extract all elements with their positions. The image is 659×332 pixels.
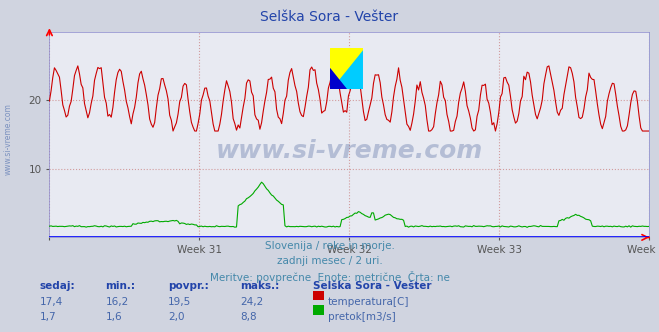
Text: 1,6: 1,6 xyxy=(105,312,122,322)
Text: zadnji mesec / 2 uri.: zadnji mesec / 2 uri. xyxy=(277,256,382,266)
Text: temperatura[C]: temperatura[C] xyxy=(328,297,409,307)
Text: maks.:: maks.: xyxy=(241,281,280,290)
Polygon shape xyxy=(330,48,362,89)
Text: 17,4: 17,4 xyxy=(40,297,63,307)
Text: sedaj:: sedaj: xyxy=(40,281,75,290)
Text: 24,2: 24,2 xyxy=(241,297,264,307)
Text: Selška Sora - Vešter: Selška Sora - Vešter xyxy=(313,281,432,290)
Polygon shape xyxy=(330,48,362,89)
Text: Slovenija / reke in morje.: Slovenija / reke in morje. xyxy=(264,241,395,251)
Text: 16,2: 16,2 xyxy=(105,297,129,307)
Text: www.si-vreme.com: www.si-vreme.com xyxy=(3,104,13,175)
Text: Meritve: povprečne  Enote: metrične  Črta: ne: Meritve: povprečne Enote: metrične Črta:… xyxy=(210,271,449,283)
Text: povpr.:: povpr.: xyxy=(168,281,209,290)
Text: 2,0: 2,0 xyxy=(168,312,185,322)
Text: 19,5: 19,5 xyxy=(168,297,191,307)
Text: 8,8: 8,8 xyxy=(241,312,257,322)
Text: www.si-vreme.com: www.si-vreme.com xyxy=(215,139,483,163)
Text: 1,7: 1,7 xyxy=(40,312,56,322)
Text: pretok[m3/s]: pretok[m3/s] xyxy=(328,312,395,322)
Polygon shape xyxy=(330,69,346,89)
Text: min.:: min.: xyxy=(105,281,136,290)
Text: Selška Sora - Vešter: Selška Sora - Vešter xyxy=(260,10,399,24)
